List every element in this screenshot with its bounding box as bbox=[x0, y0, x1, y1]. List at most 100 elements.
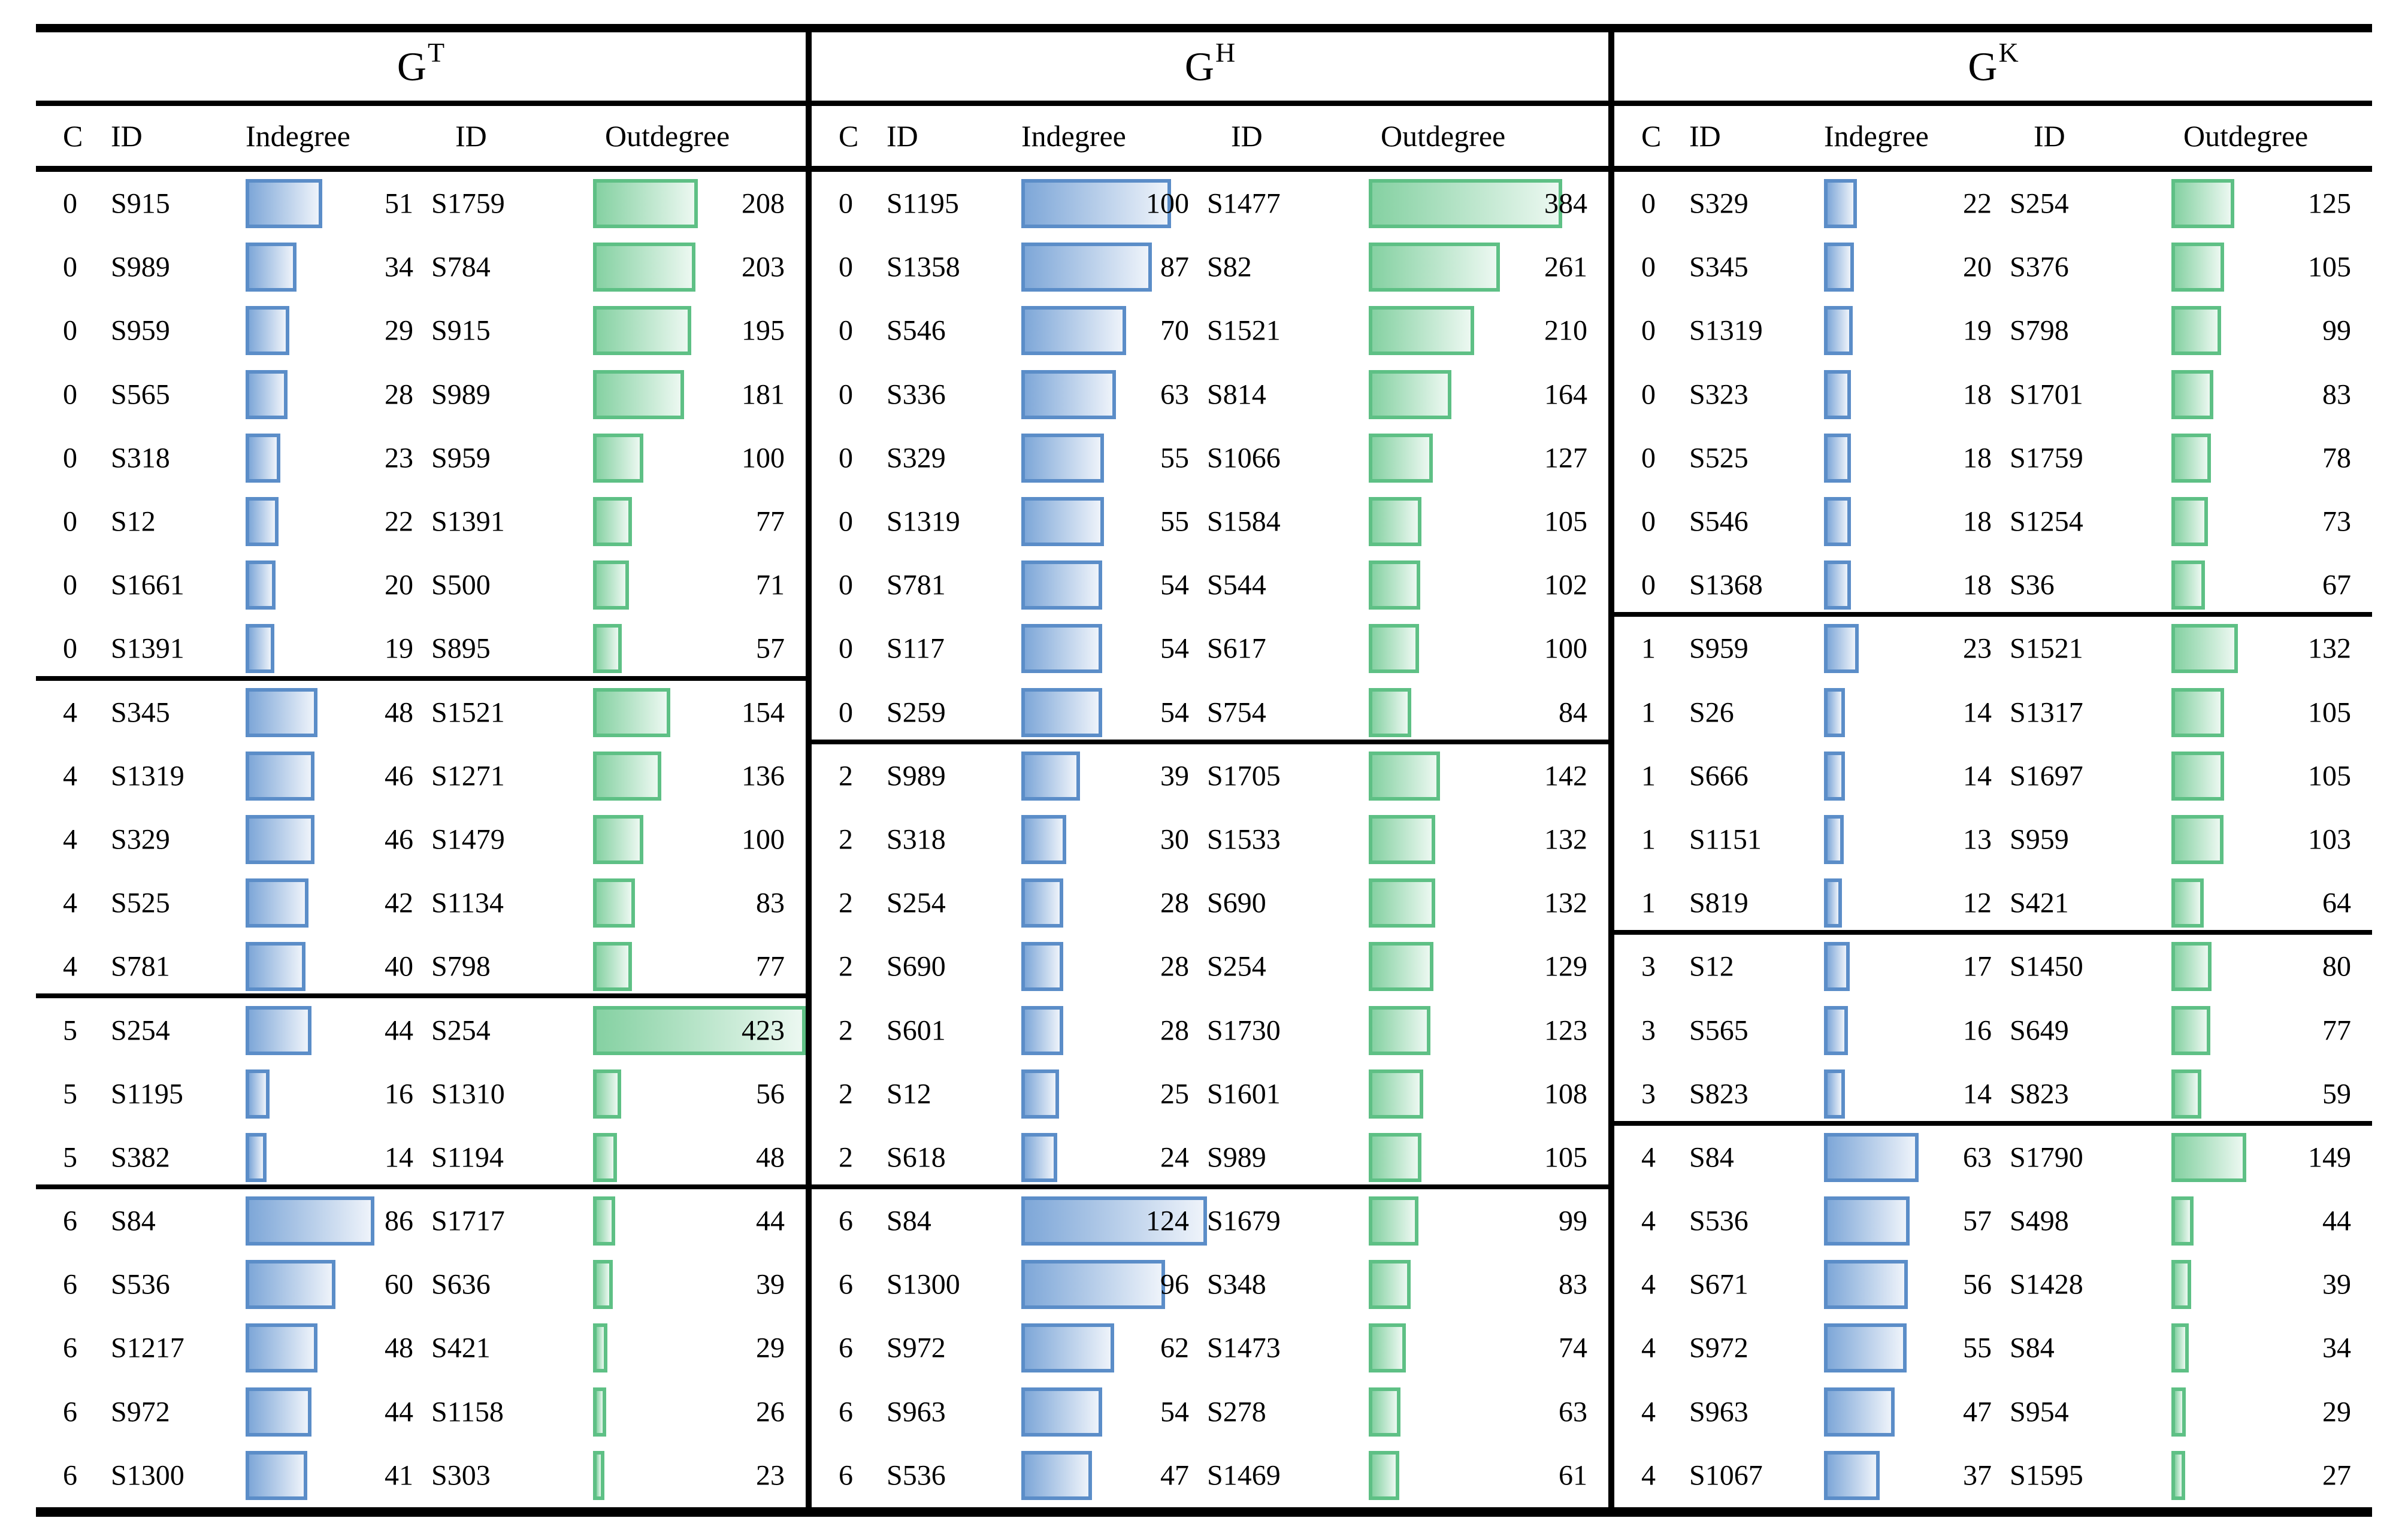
outdegree-bar bbox=[1369, 179, 1562, 229]
col-header-cluster: C bbox=[63, 119, 83, 153]
indegree-bar bbox=[246, 878, 308, 928]
outdegree-bar bbox=[2171, 1450, 2185, 1500]
indegree-bar bbox=[1021, 1132, 1057, 1182]
outdegree-node-id: S498 bbox=[2010, 1205, 2069, 1237]
indegree-node-id: S525 bbox=[111, 887, 170, 919]
indegree-bar bbox=[1021, 560, 1102, 610]
outdegree-bar bbox=[1369, 751, 1440, 801]
indegree-bar bbox=[246, 687, 317, 737]
top-rule bbox=[36, 24, 2372, 32]
outdegree-value: 39 bbox=[2322, 1268, 2351, 1301]
outdegree-bar bbox=[2171, 624, 2238, 674]
outdegree-node-id: S254 bbox=[1207, 950, 1266, 983]
table-row: 6 S1300 41 S303 23 bbox=[36, 1444, 806, 1507]
outdegree-value: 48 bbox=[756, 1141, 785, 1174]
cluster-value: 5 bbox=[63, 1078, 77, 1110]
outdegree-node-id: S1701 bbox=[2010, 378, 2083, 411]
indegree-value: 47 bbox=[1963, 1396, 1992, 1428]
outdegree-value: 136 bbox=[742, 760, 785, 792]
table-row: 0 S323 18 S1701 83 bbox=[1614, 363, 2372, 426]
outdegree-node-id: S798 bbox=[2010, 314, 2069, 347]
indegree-value: 46 bbox=[385, 823, 413, 856]
indegree-value: 20 bbox=[1963, 251, 1992, 283]
outdegree-bar bbox=[1369, 1323, 1406, 1373]
outdegree-bar bbox=[2171, 243, 2224, 292]
outdegree-node-id: S989 bbox=[431, 378, 491, 411]
outdegree-value: 123 bbox=[1544, 1014, 1587, 1047]
outdegree-bar bbox=[593, 243, 695, 292]
indegree-node-id: S1151 bbox=[1689, 823, 1762, 856]
indegree-node-id: S989 bbox=[887, 760, 946, 792]
outdegree-node-id: S1310 bbox=[431, 1078, 505, 1110]
indegree-bar bbox=[1824, 306, 1853, 356]
table-row: 6 S1217 48 S421 29 bbox=[36, 1316, 806, 1380]
indegree-bar bbox=[1824, 1387, 1895, 1437]
cluster-value: 0 bbox=[1641, 442, 1656, 474]
table-row: 0 S345 20 S376 105 bbox=[1614, 235, 2372, 299]
outdegree-bar bbox=[1369, 560, 1420, 610]
table-row: 0 S1661 20 S500 71 bbox=[36, 553, 806, 617]
outdegree-node-id: S1521 bbox=[431, 696, 505, 729]
table-row: 1 S26 14 S1317 105 bbox=[1614, 681, 2372, 744]
outdegree-node-id: S376 bbox=[2010, 251, 2069, 283]
outdegree-bar bbox=[1369, 942, 1433, 992]
cluster-value: 6 bbox=[839, 1459, 853, 1492]
outdegree-value: 105 bbox=[1544, 1141, 1587, 1174]
indegree-value: 18 bbox=[1963, 378, 1992, 411]
indegree-node-id: S601 bbox=[887, 1014, 946, 1047]
table-row: 0 S1195 100 S1477 384 bbox=[812, 172, 1608, 235]
indegree-value: 24 bbox=[1160, 1141, 1189, 1174]
outdegree-value: 100 bbox=[742, 823, 785, 856]
table-row: 0 S546 18 S1254 73 bbox=[1614, 490, 2372, 553]
outdegree-node-id: S617 bbox=[1207, 632, 1266, 665]
col-header-outdegree: Outdegree bbox=[1381, 119, 1506, 153]
table-row: 0 S329 55 S1066 127 bbox=[812, 426, 1608, 490]
cluster-value: 4 bbox=[63, 950, 77, 983]
outdegree-bar bbox=[593, 1196, 615, 1246]
outdegree-value: 384 bbox=[1544, 187, 1587, 220]
row-group: 1 S959 23 S1521 132 1 S26 14 S1317 105 1 S666 14 S169… bbox=[1614, 612, 2372, 935]
indegree-value: 54 bbox=[1160, 632, 1189, 665]
outdegree-value: 132 bbox=[1544, 887, 1587, 919]
outdegree-bar bbox=[1369, 433, 1433, 483]
outdegree-bar bbox=[593, 687, 670, 737]
indegree-node-id: S318 bbox=[111, 442, 170, 474]
indegree-bar bbox=[246, 243, 297, 292]
indegree-node-id: S1300 bbox=[111, 1459, 184, 1492]
outdegree-bar bbox=[2171, 1196, 2194, 1246]
outdegree-value: 83 bbox=[2322, 378, 2351, 411]
panel-title-superscript: K bbox=[1998, 37, 2019, 68]
outdegree-node-id: S1254 bbox=[2010, 505, 2083, 538]
outdegree-bar bbox=[593, 878, 635, 928]
outdegree-value: 57 bbox=[756, 632, 785, 665]
indegree-value: 28 bbox=[1160, 887, 1189, 919]
indegree-value: 96 bbox=[1160, 1268, 1189, 1301]
indegree-bar bbox=[246, 1323, 317, 1373]
col-header-indegree: Indegree bbox=[1824, 119, 1929, 153]
indegree-node-id: S536 bbox=[1689, 1205, 1748, 1237]
table-row: 0 S959 29 S915 195 bbox=[36, 299, 806, 362]
indegree-value: 86 bbox=[385, 1205, 413, 1237]
outdegree-node-id: S915 bbox=[431, 314, 491, 347]
outdegree-bar bbox=[593, 369, 684, 419]
table-row: 1 S959 23 S1521 132 bbox=[1614, 617, 2372, 680]
indegree-bar bbox=[1824, 1323, 1907, 1373]
outdegree-value: 74 bbox=[1559, 1332, 1587, 1364]
col-header-outdegree-id: ID bbox=[2034, 119, 2065, 153]
table-row: 2 S318 30 S1533 132 bbox=[812, 808, 1608, 871]
row-group: 0 S1195 100 S1477 384 0 S1358 87 S82 261 0 S546 70 S1… bbox=[812, 172, 1608, 744]
table-row: 5 S254 44 S254 423 bbox=[36, 998, 806, 1062]
cluster-value: 0 bbox=[1641, 378, 1656, 411]
cluster-value: 3 bbox=[1641, 1078, 1656, 1110]
outdegree-node-id: S959 bbox=[431, 442, 491, 474]
outdegree-value: 67 bbox=[2322, 569, 2351, 601]
col-header-outdegree: Outdegree bbox=[605, 119, 730, 153]
table-row: 0 S989 34 S784 203 bbox=[36, 235, 806, 299]
outdegree-node-id: S954 bbox=[2010, 1396, 2069, 1428]
outdegree-node-id: S84 bbox=[2010, 1332, 2055, 1364]
indegree-value: 14 bbox=[1963, 696, 1992, 729]
indegree-value: 37 bbox=[1963, 1459, 1992, 1492]
indegree-bar bbox=[246, 942, 305, 992]
table-row: 2 S989 39 S1705 142 bbox=[812, 744, 1608, 808]
